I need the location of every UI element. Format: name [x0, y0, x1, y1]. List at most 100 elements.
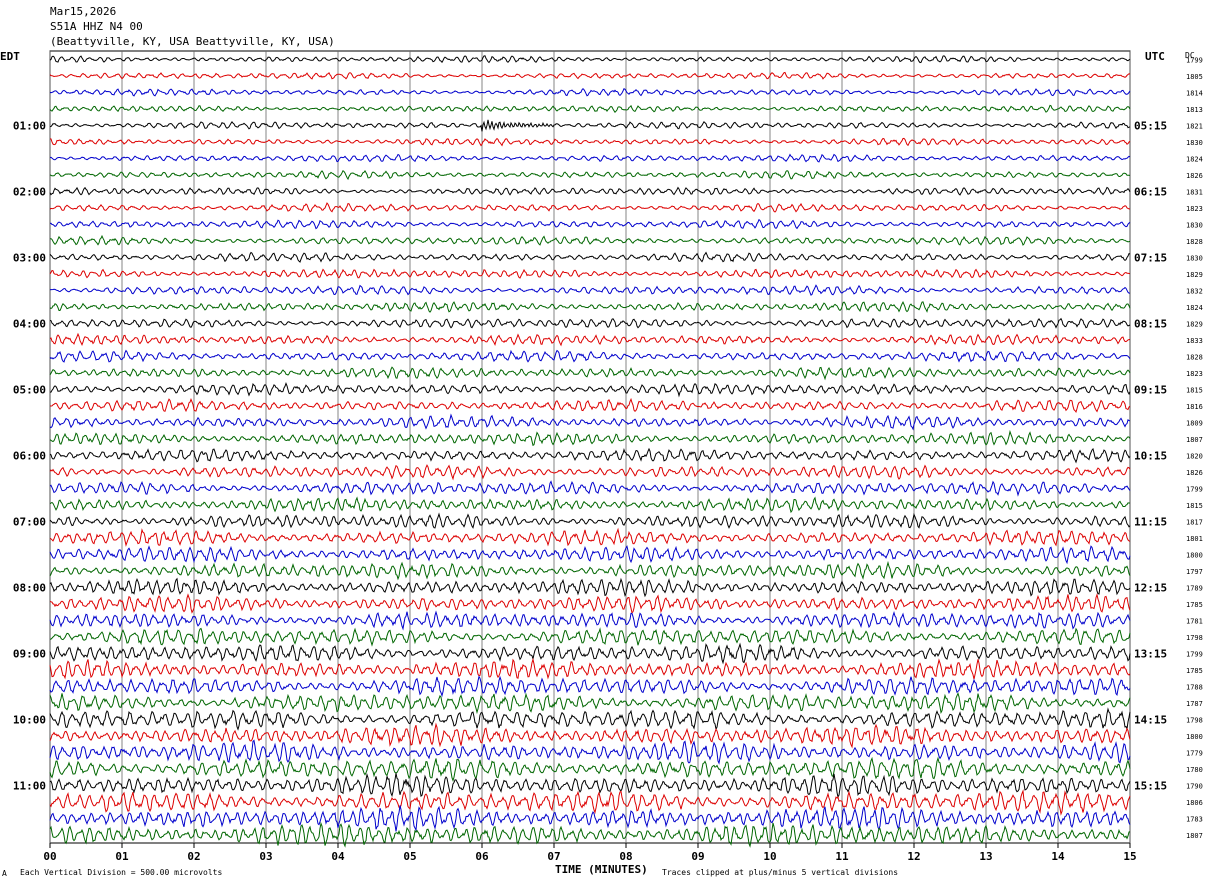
dc-offset-label: 1798 [1186, 716, 1203, 724]
x-tick-label: 05 [403, 850, 416, 863]
x-axis-ticks: 00 01 02 03 04 05 06 07 08 09 10 11 12 13 14 15 [43, 843, 1137, 863]
trace-row-3 [49, 104, 1131, 113]
left-hour-label: 11:00 [13, 779, 46, 792]
dc-offset-label: 1829 [1186, 271, 1203, 279]
trace-row-22 [49, 413, 1131, 431]
right-hour-labels: 05:15 06:15 07:15 08:15 09:15 10:15 11:15 12:15… [1134, 119, 1167, 792]
minute-grid [49, 51, 1131, 843]
x-tick-label: 09 [691, 850, 704, 863]
trace-row-1 [49, 71, 1131, 80]
trace-row-13 [49, 268, 1131, 279]
trace-row-16 [49, 317, 1131, 329]
left-hour-label: 08:00 [13, 581, 46, 594]
left-hour-label: 01:00 [13, 119, 46, 132]
trace-row-34 [49, 610, 1131, 631]
trace-row-40 [49, 707, 1131, 731]
trace-row-30 [49, 545, 1131, 565]
x-axis-title: TIME (MINUTES) [555, 863, 648, 876]
left-hour-label: 03:00 [13, 251, 46, 264]
trace-row-19 [49, 366, 1131, 381]
dc-offset-label: 1787 [1186, 700, 1203, 708]
trace-row-18 [49, 349, 1131, 363]
dc-offset-label: 1829 [1186, 320, 1203, 328]
x-tick-label: 08 [619, 850, 632, 863]
trace-row-25 [49, 464, 1131, 481]
x-tick-label: 00 [43, 850, 56, 863]
dc-offset-label: 1800 [1186, 733, 1203, 741]
trace-row-6 [49, 153, 1131, 163]
dc-offset-label: 1828 [1186, 238, 1203, 246]
dc-offset-label: 1816 [1186, 403, 1203, 411]
dc-offset-label: 1833 [1186, 337, 1203, 345]
trace-row-41 [49, 722, 1131, 749]
dc-offset-label: 1780 [1186, 766, 1203, 774]
left-hour-label: 09:00 [13, 647, 46, 660]
dc-offset-label: 1801 [1186, 535, 1203, 543]
dc-offset-label: 1807 [1186, 832, 1203, 840]
dc-offset-label: 1790 [1186, 782, 1203, 790]
trace-row-14 [49, 284, 1130, 296]
trace-row-29 [49, 527, 1131, 547]
dc-offset-label: 1823 [1186, 370, 1203, 378]
right-timezone-label: UTC [1145, 50, 1165, 63]
dc-offset-label: 1824 [1186, 155, 1203, 163]
right-hour-label: 10:15 [1134, 449, 1167, 462]
dc-offset-label: 1824 [1186, 304, 1203, 312]
dc-offset-label: 1826 [1186, 172, 1203, 180]
plot-location: (Beattyville, KY, USA Beattyville, KY, U… [50, 35, 335, 48]
dc-offset-label: 1828 [1186, 353, 1203, 361]
x-tick-label: 07 [547, 850, 560, 863]
dc-offset-label: 1820 [1186, 452, 1203, 460]
trace-row-12 [49, 251, 1131, 263]
dc-offset-label: 1788 [1186, 683, 1203, 691]
plot-channel: S51A HHZ N4 00 [50, 20, 143, 33]
dc-offset-label: 1831 [1186, 188, 1203, 196]
dc-offset-label: 1815 [1186, 386, 1203, 394]
dc-offset-label: 1830 [1186, 139, 1203, 147]
trace-row-7 [49, 169, 1131, 181]
dc-offset-label: 1815 [1186, 502, 1203, 510]
dc-offset-label: 1823 [1186, 205, 1203, 213]
trace-row-20 [50, 381, 1131, 398]
trace-row-35 [49, 627, 1131, 647]
trace-row-42 [49, 739, 1131, 765]
right-hour-label: 06:15 [1134, 185, 1167, 198]
left-hour-labels: 01:00 02:00 03:00 04:00 05:00 06:00 07:00 08:00… [13, 119, 46, 792]
x-tick-label: 11 [835, 850, 849, 863]
dc-offset-label: 1817 [1186, 518, 1203, 526]
dc-offset-label: 1799 [1186, 485, 1203, 493]
x-tick-label: 04 [331, 850, 345, 863]
dc-offset-label: 1797 [1186, 568, 1203, 576]
left-timezone-label: EDT [0, 50, 20, 63]
x-tick-label: 03 [259, 850, 272, 863]
right-hour-label: 09:15 [1134, 383, 1167, 396]
trace-row-17 [49, 332, 1131, 347]
trace-row-32 [49, 577, 1131, 598]
dc-offset-label: 1785 [1186, 601, 1203, 609]
dc-offset-label: 1785 [1186, 667, 1203, 675]
trace-row-11 [49, 234, 1131, 246]
left-hour-label: 02:00 [13, 185, 46, 198]
dc-offset-label: 1805 [1186, 73, 1203, 81]
dc-offset-label: 1813 [1186, 106, 1203, 114]
x-tick-label: 01 [115, 850, 129, 863]
trace-row-36 [49, 642, 1131, 665]
trace-row-23 [49, 429, 1131, 447]
dc-offset-labels: 1799 1805 1814 1813 1821 1830 1824 1826 1831 1823… [1186, 56, 1203, 840]
trace-row-39 [49, 691, 1131, 715]
dc-offset-label: 1783 [1186, 815, 1203, 823]
trace-row-43 [49, 756, 1131, 782]
trace-row-44 [49, 772, 1131, 799]
dc-offset-label: 1806 [1186, 799, 1203, 807]
trace-row-24 [49, 447, 1131, 464]
dc-offset-label: 1799 [1186, 650, 1203, 658]
x-tick-label: 10 [763, 850, 776, 863]
trace-row-9 [49, 202, 1131, 213]
left-hour-label: 07:00 [13, 515, 46, 528]
trace-row-31 [49, 560, 1131, 581]
x-tick-label: 14 [1051, 850, 1065, 863]
x-tick-label: 12 [907, 850, 920, 863]
plot-date: Mar15,2026 [50, 5, 116, 18]
dc-offset-label: 1830 [1186, 254, 1203, 262]
